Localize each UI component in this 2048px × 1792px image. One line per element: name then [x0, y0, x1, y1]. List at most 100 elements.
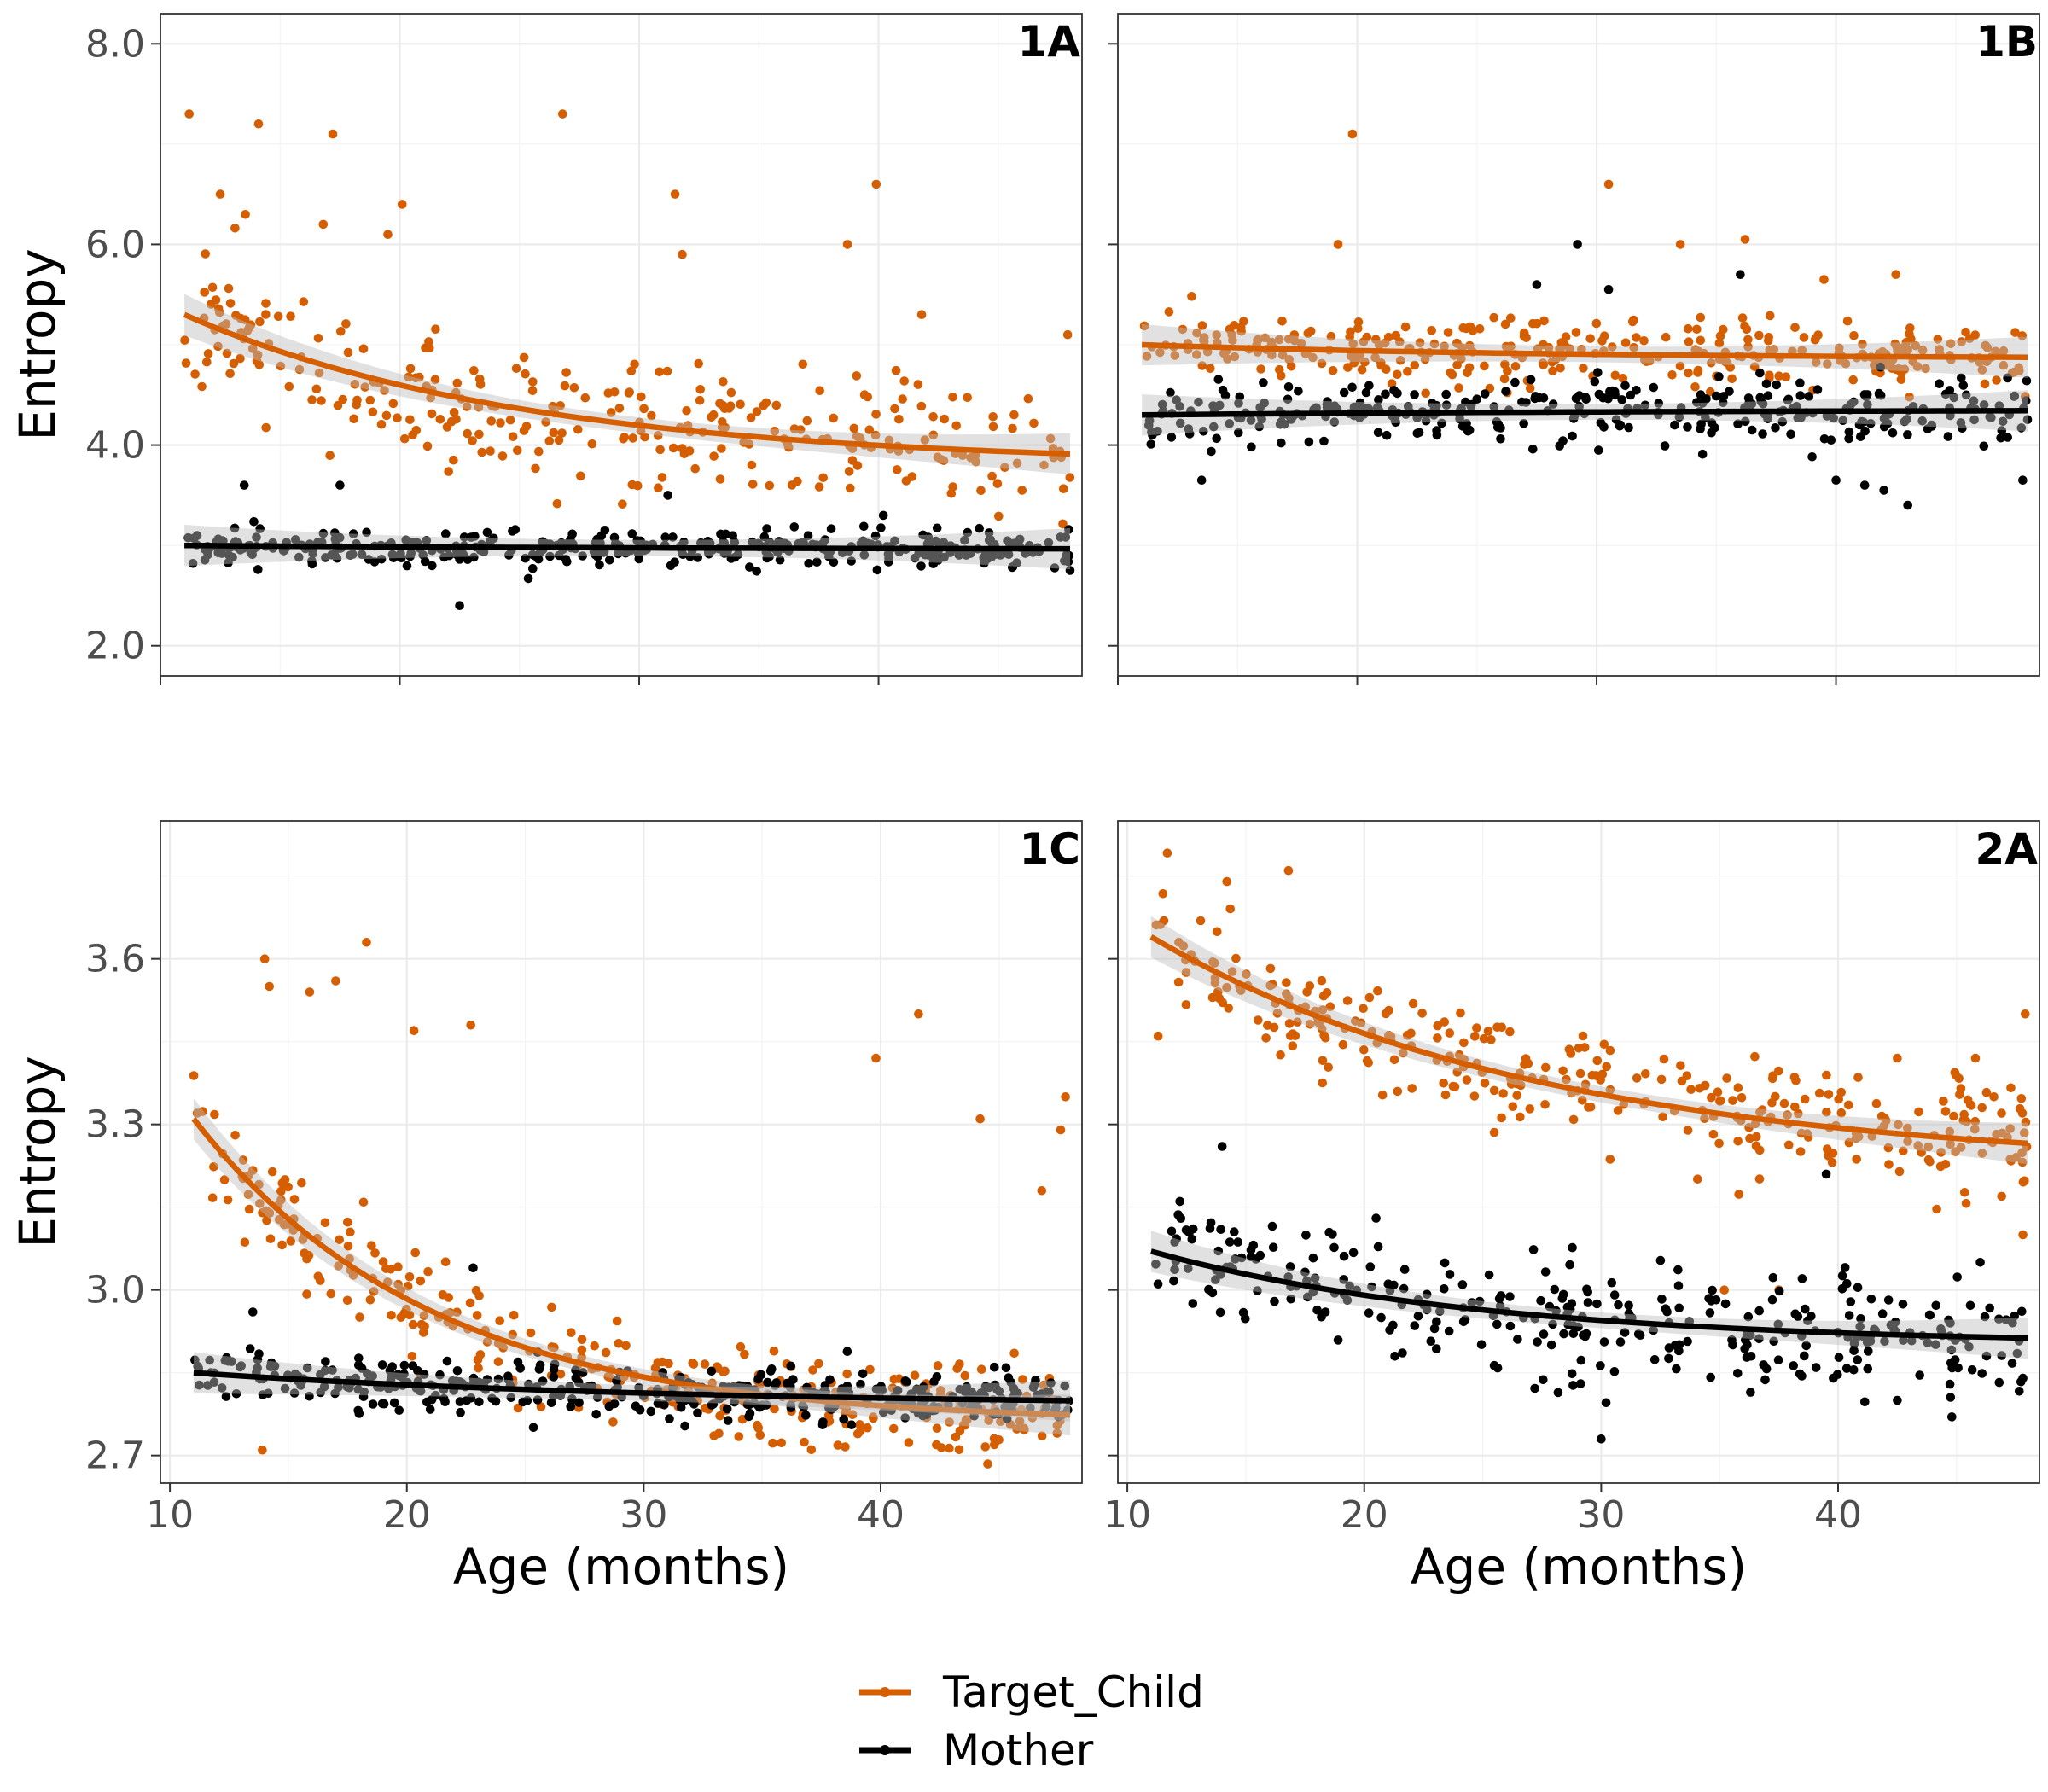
point-child	[2006, 1083, 2016, 1093]
point-child	[1905, 392, 1914, 402]
point-child	[1263, 1021, 1272, 1030]
point-child	[190, 369, 200, 379]
point-child	[1629, 343, 1638, 352]
point-child	[1052, 1421, 1062, 1430]
point-child	[1836, 1087, 1846, 1097]
point-child	[1283, 865, 1294, 876]
point-child	[1884, 1160, 1894, 1169]
point-child	[1997, 1108, 2006, 1118]
point-mother	[1801, 1304, 1810, 1314]
point-child	[1158, 889, 1168, 899]
point-child	[889, 1423, 899, 1434]
point-child	[343, 1242, 353, 1251]
point-child	[534, 446, 544, 457]
point-mother	[1958, 381, 1969, 390]
point-child	[1802, 1129, 1812, 1138]
fit-line-mother	[1150, 1248, 2028, 1341]
point-child	[1192, 350, 1201, 359]
point-mother	[676, 1403, 686, 1412]
point-child	[1899, 1146, 1908, 1156]
point-mother	[1390, 1352, 1399, 1361]
point-child	[1690, 345, 1701, 355]
point-mother	[1576, 1379, 1585, 1388]
point-mother	[1877, 1309, 1888, 1318]
point-child	[755, 1430, 765, 1440]
x-tick-label: 30	[620, 1493, 667, 1537]
point-child	[1420, 354, 1430, 364]
point-mother	[1664, 1343, 1674, 1353]
point-child	[497, 451, 508, 461]
fit-line-child	[183, 311, 1071, 457]
point-mother	[1581, 1329, 1591, 1339]
point-mother	[1253, 1286, 1262, 1295]
point-mother	[680, 1395, 690, 1405]
point-mother	[1654, 399, 1664, 408]
point-child	[1791, 1076, 1801, 1085]
point-child	[1693, 1174, 1702, 1184]
point-child	[1975, 358, 1985, 367]
point-child	[719, 377, 728, 387]
point-mother	[1576, 1355, 1586, 1365]
point-child	[325, 451, 335, 460]
point-child	[1230, 352, 1240, 362]
panel-label: 1C	[1020, 824, 1080, 874]
point-mother	[188, 559, 198, 568]
point-child	[1783, 1110, 1792, 1120]
point-mother	[1568, 414, 1579, 423]
point-mother	[1496, 423, 1505, 433]
point-mother	[1213, 1246, 1224, 1256]
point-mother	[1592, 1299, 1602, 1309]
point-child	[1318, 1078, 1327, 1088]
point-mother	[1674, 1346, 1684, 1356]
point-mother	[932, 1372, 942, 1382]
point-mother	[1915, 1370, 1924, 1380]
point-mother	[789, 522, 800, 532]
point-child	[1151, 920, 1161, 930]
point-mother	[1496, 434, 1505, 444]
point-mother	[369, 557, 380, 567]
point-mother	[1777, 416, 1788, 427]
point-child	[225, 369, 235, 379]
point-mother	[1865, 419, 1876, 428]
point-child	[215, 189, 225, 199]
point-child	[376, 420, 387, 429]
point-child	[1288, 1041, 1298, 1050]
point-child	[951, 421, 961, 431]
point-child	[415, 372, 424, 382]
point-mother	[2018, 1373, 2028, 1383]
point-child	[1714, 338, 1725, 348]
point-mother	[2010, 392, 2019, 401]
point-mother	[1557, 1294, 1568, 1303]
point-child	[1591, 318, 1602, 329]
point-mother	[1838, 416, 1847, 426]
point-child	[242, 326, 253, 335]
point-child	[1242, 969, 1251, 979]
point-child	[669, 443, 678, 453]
point-mother	[817, 1420, 828, 1429]
point-mother	[1064, 525, 1073, 534]
point-child	[1469, 1091, 1480, 1101]
point-child	[1012, 458, 1022, 468]
point-child	[1933, 335, 1943, 344]
point-child	[547, 1342, 556, 1352]
point-mother	[1167, 433, 1177, 442]
point-child	[2010, 328, 2020, 337]
point-child	[276, 1186, 286, 1196]
point-mother	[389, 1398, 399, 1408]
point-mother	[1012, 558, 1021, 567]
point-mother	[1294, 386, 1303, 396]
point-child	[1585, 334, 1595, 344]
point-mother	[416, 1386, 426, 1396]
point-child	[1525, 383, 1535, 393]
point-child	[852, 371, 862, 381]
point-mother	[1519, 419, 1528, 428]
point-mother	[413, 1366, 422, 1376]
point-mother	[2017, 1306, 2027, 1317]
point-mother	[719, 538, 729, 548]
point-mother	[759, 532, 770, 542]
point-child	[1914, 1107, 1923, 1117]
point-child	[200, 288, 209, 297]
point-child	[1317, 358, 1327, 369]
point-mother	[258, 1390, 268, 1399]
point-mother	[1510, 377, 1520, 387]
